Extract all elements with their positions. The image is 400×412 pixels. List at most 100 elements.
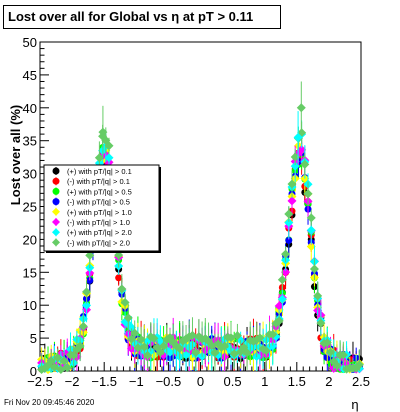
data-point <box>139 342 149 352</box>
data-point <box>287 196 297 206</box>
data-point <box>274 316 284 326</box>
data-point <box>284 218 294 228</box>
data-point <box>46 356 56 366</box>
data-point <box>59 356 69 366</box>
data-point <box>117 284 127 294</box>
data-point <box>261 346 271 356</box>
data-point <box>82 300 92 310</box>
data-point <box>354 360 364 370</box>
x-tick-label: 2.5 <box>352 374 370 389</box>
data-point <box>281 267 291 277</box>
y-tick-label: 5 <box>30 331 37 346</box>
x-tick-label: 2 <box>325 374 332 389</box>
data-point <box>143 350 153 360</box>
data-point <box>281 249 291 259</box>
y-tick-label: 20 <box>23 232 37 247</box>
data-point <box>187 330 197 340</box>
y-tick-label: 30 <box>23 167 37 182</box>
footer-timestamp: Fri Nov 20 09:45:46 2020 <box>4 398 95 407</box>
x-tick-label: 0 <box>197 374 204 389</box>
data-point <box>130 328 140 338</box>
x-tick-label: −1 <box>129 374 144 389</box>
data-point <box>274 301 284 311</box>
legend-entry-label: (-) with pT/|q| > 1.0 <box>67 218 130 227</box>
data-point <box>322 338 332 348</box>
data-point <box>123 313 133 323</box>
data-point <box>300 159 310 169</box>
y-tick-label: 40 <box>23 101 37 116</box>
data-point <box>133 343 143 353</box>
data-point <box>207 341 217 351</box>
data-point <box>78 321 88 331</box>
data-point <box>181 350 191 360</box>
legend-box <box>43 164 160 252</box>
data-point <box>268 329 278 339</box>
y-tick-label: 15 <box>23 265 37 280</box>
y-tick-label: 25 <box>23 200 37 215</box>
y-tick-label: 10 <box>23 298 37 313</box>
data-point <box>136 335 146 345</box>
data-point <box>332 361 342 371</box>
data-point <box>284 209 294 219</box>
data-point <box>126 334 136 344</box>
legend-entry-label: (+) with pT/|q| > 2.0 <box>67 228 132 237</box>
data-point <box>313 291 323 301</box>
data-point <box>303 189 313 199</box>
legend-entry-label: (+) with pT/|q| > 0.1 <box>67 167 132 176</box>
x-tick-label: −2 <box>65 374 80 389</box>
data-point <box>165 347 175 357</box>
legend: (+) with pT/|q| > 0.1(-) with pT/|q| > 0… <box>43 164 161 253</box>
data-point <box>155 347 165 357</box>
y-tick-label: 0 <box>30 364 37 379</box>
data-point <box>82 287 92 297</box>
y-tick-label: 45 <box>23 68 37 83</box>
legend-entry-label: (+) with pT/|q| > 0.5 <box>67 187 132 196</box>
data-point <box>242 348 252 358</box>
data-point <box>149 333 159 343</box>
data-point <box>316 318 326 328</box>
data-point <box>277 294 287 304</box>
data-point <box>191 348 201 358</box>
data-point <box>104 141 114 151</box>
data-point <box>104 153 114 163</box>
data-point <box>287 179 297 189</box>
data-point <box>85 250 95 260</box>
data-point <box>98 127 108 137</box>
y-tick-label: 50 <box>23 35 37 50</box>
data-point <box>306 213 316 223</box>
data-point <box>293 132 303 142</box>
data-point <box>297 145 307 155</box>
x-tick-label: −0.5 <box>156 374 182 389</box>
data-point <box>62 363 72 373</box>
x-tick-label: 1.5 <box>288 374 306 389</box>
data-point <box>290 161 300 171</box>
x-tick-label: −1.5 <box>91 374 117 389</box>
x-tick-label: 1 <box>261 374 268 389</box>
data-point <box>277 275 287 285</box>
chart-title: Lost over all for Global vs η at pT > 0.… <box>3 5 281 29</box>
data-point <box>69 350 79 360</box>
legend-entry-label: (-) with pT/|q| > 2.0 <box>67 238 130 247</box>
data-point <box>210 348 220 358</box>
y-tick-label: 35 <box>23 134 37 149</box>
legend-entry-label: (+) with pT/|q| > 1.0 <box>67 208 132 217</box>
data-point <box>232 331 242 341</box>
data-point <box>159 341 169 351</box>
data-point <box>338 350 348 360</box>
data-point <box>56 364 66 374</box>
x-axis-label: η <box>351 397 358 412</box>
data-point <box>309 264 319 274</box>
data-point <box>120 297 130 307</box>
legend-entry-label: (-) with pT/|q| > 0.1 <box>67 177 130 186</box>
data-point <box>296 103 306 113</box>
data-point <box>290 152 300 162</box>
data-point <box>94 153 104 163</box>
y-axis-label: Lost over all (%) <box>8 105 23 205</box>
data-point <box>306 225 316 235</box>
data-point <box>75 341 85 351</box>
data-point <box>115 274 123 282</box>
x-tick-label: 0.5 <box>224 374 242 389</box>
data-point <box>326 347 336 357</box>
data-point <box>285 236 293 244</box>
